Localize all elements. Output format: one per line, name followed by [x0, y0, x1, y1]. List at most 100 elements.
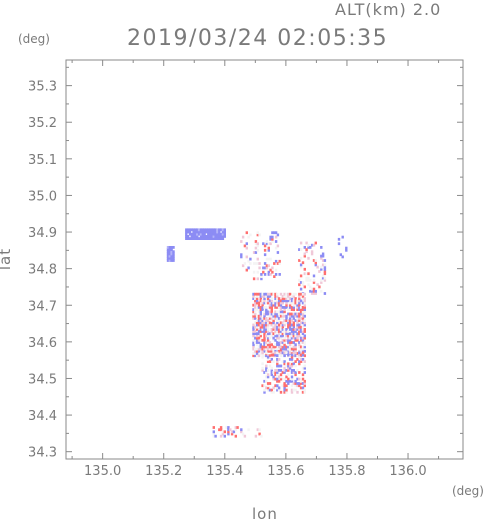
data-cell: [257, 317, 261, 320]
data-cell: [277, 375, 281, 379]
data-cell: [292, 332, 295, 336]
data-cell: [207, 235, 210, 238]
data-cell: [299, 353, 303, 357]
plot-frame: [65, 59, 464, 460]
data-cell: [299, 338, 303, 342]
data-cell: [277, 299, 281, 303]
data-cell: [274, 306, 277, 309]
data-cell: [261, 325, 264, 329]
data-cell: [194, 232, 197, 236]
data-cell: [279, 321, 283, 325]
data-cell: [301, 325, 305, 329]
data-cell: [288, 334, 292, 338]
data-cell: [323, 263, 327, 267]
data-cell: [263, 332, 266, 336]
data-cell: [270, 299, 273, 303]
timestamp-title: 2019/03/24 02:05:35: [127, 26, 389, 51]
data-cell: [283, 321, 286, 325]
data-cell: [240, 430, 243, 434]
data-cell: [292, 303, 295, 307]
data-cell: [272, 345, 275, 349]
data-cell: [256, 262, 259, 265]
data-cell: [221, 430, 225, 434]
data-cell: [252, 334, 255, 338]
data-cell: [276, 321, 279, 325]
data-cell: [247, 259, 250, 263]
data-cell: [192, 232, 195, 236]
x-tick-label: 135.0: [84, 464, 121, 479]
data-cell: [218, 237, 221, 240]
data-cell: [288, 317, 292, 320]
data-cell: [294, 347, 297, 351]
data-cell: [299, 345, 303, 349]
data-cell: [299, 347, 303, 351]
data-cell: [283, 347, 286, 351]
data-cell: [172, 252, 175, 256]
data-cell: [298, 371, 301, 374]
data-cell: [312, 289, 316, 293]
data-cell: [290, 364, 294, 368]
data-cell: [314, 241, 317, 245]
data-cell: [190, 232, 193, 236]
data-cell: [270, 314, 273, 318]
data-cell: [276, 330, 279, 333]
data-cell: [271, 266, 274, 270]
data-cell: [298, 295, 301, 298]
data-cell: [245, 242, 248, 246]
data-cell: [301, 373, 305, 377]
data-cell: [266, 375, 270, 379]
data-cell: [298, 259, 301, 262]
data-cell: [296, 299, 299, 303]
data-cell: [279, 308, 283, 311]
data-cell: [249, 262, 252, 265]
data-cell: [298, 278, 301, 282]
data-cell: [274, 231, 278, 235]
data-cell: [296, 303, 299, 307]
data-cell: [263, 310, 266, 314]
data-cell: [290, 319, 294, 322]
data-cell: [255, 297, 259, 300]
data-cell: [296, 321, 299, 325]
data-cell: [223, 232, 226, 236]
data-cell: [281, 341, 284, 344]
data-cell: [261, 338, 264, 342]
data-cell: [299, 299, 303, 303]
data-cell: [279, 390, 283, 394]
data-cell: [274, 268, 278, 272]
data-cell: [285, 317, 288, 320]
data-cell: [277, 306, 281, 309]
data-cell: [260, 277, 263, 281]
data-cell: [221, 235, 225, 238]
data-cell: [296, 332, 299, 336]
data-cell: [265, 242, 269, 246]
data-cell: [261, 317, 264, 320]
data-cell: [259, 325, 262, 329]
data-cell: [290, 355, 294, 359]
data-cell: [307, 276, 310, 280]
data-cell: [323, 267, 327, 271]
data-cell: [298, 325, 301, 329]
data-cell: [255, 336, 259, 340]
data-cell: [263, 371, 266, 374]
data-cell: [247, 235, 250, 239]
data-cell: [283, 295, 286, 298]
data-cell: [285, 349, 288, 353]
data-cell: [263, 306, 266, 309]
data-cell: [263, 328, 266, 331]
data-cell: [270, 301, 273, 305]
data-cell: [303, 319, 306, 322]
data-cell: [265, 257, 269, 261]
data-cell: [283, 366, 286, 370]
data-cell: [263, 388, 266, 392]
data-cell: [287, 341, 290, 344]
data-cell: [281, 343, 284, 347]
data-cell: [323, 278, 327, 282]
data-cell: [268, 360, 272, 363]
data-cell: [274, 301, 277, 305]
data-cell: [265, 386, 268, 390]
data-cell: [214, 235, 217, 238]
data-cell: [270, 373, 273, 377]
data-cell: [279, 314, 283, 318]
data-cell: [316, 283, 319, 287]
data-cell: [186, 237, 190, 240]
